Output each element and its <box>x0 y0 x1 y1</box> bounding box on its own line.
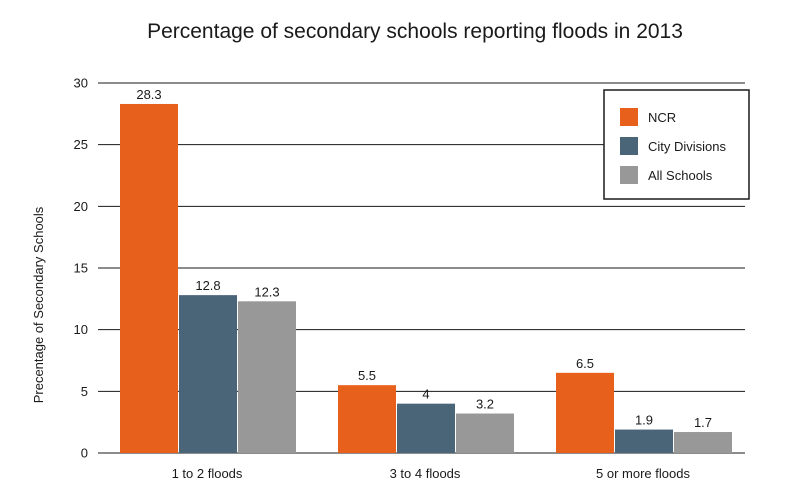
bar <box>179 295 237 453</box>
bar <box>338 385 396 453</box>
bar <box>615 429 673 453</box>
data-label: 6.5 <box>576 356 594 371</box>
data-label: 1.7 <box>694 415 712 430</box>
y-tick-label: 30 <box>74 76 88 91</box>
x-tick-label: 1 to 2 floods <box>172 466 243 481</box>
bar <box>674 432 732 453</box>
y-tick-label: 15 <box>74 261 88 276</box>
y-axis-label: Precentage of Secondary Schools <box>31 206 46 403</box>
data-label: 4 <box>422 387 429 402</box>
x-axis-categories: 1 to 2 floods 3 to 4 floods 5 or more floo… <box>172 466 691 481</box>
y-axis-ticks: 0 5 10 15 20 25 30 <box>74 76 88 461</box>
legend: NCR City Divisions All Schools <box>603 89 750 200</box>
y-tick-label: 0 <box>81 446 88 461</box>
legend-label: All Schools <box>648 168 713 183</box>
data-labels: 28.3 12.8 12.3 5.5 4 3.2 6.5 1.9 1.7 <box>136 87 712 430</box>
legend-swatch <box>620 166 638 184</box>
y-tick-label: 25 <box>74 137 88 152</box>
legend-swatch <box>620 108 638 126</box>
y-tick-label: 5 <box>81 384 88 399</box>
bar <box>238 301 296 453</box>
data-label: 12.3 <box>254 284 279 299</box>
data-label: 28.3 <box>136 87 161 102</box>
data-label: 12.8 <box>195 278 220 293</box>
y-tick-label: 20 <box>74 199 88 214</box>
data-label: 5.5 <box>358 368 376 383</box>
bars <box>120 103 732 453</box>
data-label: 1.9 <box>635 413 653 428</box>
chart-title: Percentage of secondary schools reportin… <box>147 20 683 43</box>
y-tick-label: 10 <box>74 322 88 337</box>
bar <box>556 372 614 453</box>
data-label: 3.2 <box>476 397 494 412</box>
x-tick-label: 5 or more floods <box>596 466 690 481</box>
legend-label: City Divisions <box>648 139 727 154</box>
bar <box>397 403 455 453</box>
bar <box>120 103 178 453</box>
legend-swatch <box>620 137 638 155</box>
x-tick-label: 3 to 4 floods <box>390 466 461 481</box>
legend-label: NCR <box>648 110 676 125</box>
bar <box>456 413 514 453</box>
